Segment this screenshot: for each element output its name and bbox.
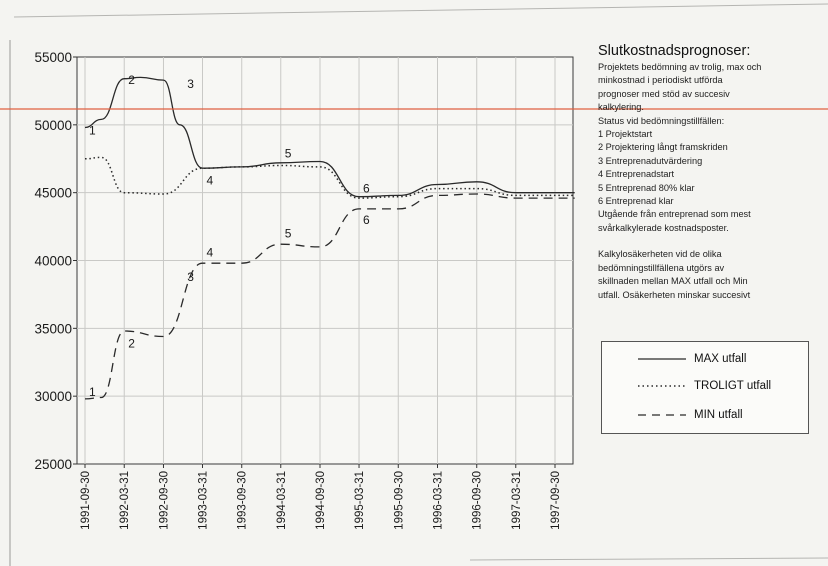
grid-layer [76, 56, 574, 465]
side-text-line: Status vid bedömningstillfällen: [598, 115, 725, 126]
status-annotation: 5 [285, 146, 292, 160]
page-top-edge [13, 3, 828, 18]
side-text-line: svårkalkylerade kostnadsposter. [598, 222, 729, 233]
x-tick-label: 1991-09-30 [80, 471, 92, 530]
side-note-line: bedömningstillfällena utgörs av [598, 262, 725, 273]
side-text-line: Projektets bedömning av trolig, max och [598, 62, 762, 72]
x-tick-label: 1994-03-31 [276, 471, 288, 530]
status-annotation: 6 [363, 213, 370, 227]
y-tick-label: 45000 [34, 186, 72, 201]
status-annotation: 1 [89, 385, 96, 399]
x-tick-label: 1997-09-30 [550, 471, 562, 530]
x-tick-label: 1992-03-31 [119, 471, 131, 530]
series-line-max [84, 76, 575, 198]
side-note-line: utfall. Osäkerheten minskar succesivt [598, 289, 751, 300]
y-tick-label: 25000 [34, 457, 72, 472]
y-tick-label: 30000 [34, 389, 72, 404]
side-title: Slutkostnadsprognoser: [598, 43, 751, 59]
x-tick-label: 1992-09-30 [158, 471, 170, 530]
status-annotation: 4 [207, 245, 214, 259]
status-annotation: 3 [187, 77, 194, 91]
side-note-line: skillnaden mellan MAX utfall och Min [598, 276, 748, 287]
legend-swatch-dotted [638, 385, 686, 387]
axis-layer: 25000 30000 35000 40000 45000 50000 55000 1991-… [34, 50, 562, 530]
status-annotation: 1 [89, 123, 96, 137]
side-text-line: minkostnad i periodiskt utförda [598, 75, 723, 86]
side-text-line: 5 Entreprenad 80% klar [598, 182, 695, 193]
x-tick-label: 1996-09-30 [472, 471, 484, 530]
legend-item-troligt: TROLIGT utfall [602, 377, 808, 397]
y-tick-label: 40000 [34, 254, 72, 269]
status-annotation: 2 [128, 336, 135, 350]
side-text-line: 4 Entreprenadstart [598, 169, 675, 180]
x-tick-label: 1995-09-30 [393, 471, 405, 530]
side-description: Projektets bedömning av trolig, max och m… [598, 61, 812, 235]
x-tick-label: 1995-03-31 [354, 471, 366, 530]
status-annotation: 2 [128, 73, 135, 87]
status-annotation: 6 [363, 182, 370, 196]
side-text-line: kalkylering. [598, 102, 644, 113]
x-tick-label: 1997-03-31 [511, 471, 523, 530]
y-tick-label: 50000 [34, 118, 72, 133]
x-tick-label: 1993-03-31 [198, 471, 210, 530]
legend-label-troligt: TROLIGT utfall [694, 380, 772, 392]
side-text-line: 2 Projektering långt framskriden [598, 142, 728, 153]
status-annotation: 5 [285, 226, 292, 240]
status-annotation: 3 [187, 270, 194, 284]
page-bottom-edge [469, 557, 828, 561]
side-text-panel: Slutkostnadsprognoser: Projektets bedömn… [598, 42, 812, 302]
y-tick-label: 55000 [34, 50, 72, 65]
legend-swatch-solid [638, 358, 686, 360]
x-tick-label: 1993-09-30 [237, 471, 249, 530]
series-layer [84, 76, 575, 400]
x-tick-label: 1996-03-31 [433, 471, 445, 530]
side-uncertainty-note: Kalkylosäkerheten vid de olika bedömnings… [598, 248, 812, 302]
legend: MAX utfall TROLIGT utfall MIN utfall [601, 341, 809, 434]
legend-label-min: MIN utfall [694, 409, 743, 421]
side-text-line: 3 Entreprenadutvärdering [598, 155, 703, 166]
side-note-line: Kalkylosäkerheten vid de olika [598, 249, 722, 260]
side-text-line: prognoser med stöd av succesiv [598, 88, 730, 99]
status-annotation: 4 [207, 173, 214, 187]
side-text-line: 6 Entreprenad klar [598, 196, 674, 207]
series-line-min [84, 193, 575, 400]
x-tick-label: 1994-09-30 [315, 471, 327, 530]
side-text-line: 1 Projektstart [598, 129, 653, 140]
legend-label-max: MAX utfall [694, 353, 747, 365]
side-text-line: Utgående från entreprenad som mest [598, 209, 751, 220]
legend-item-min: MIN utfall [602, 406, 808, 426]
legend-swatch-dashed [638, 414, 686, 416]
y-tick-label: 35000 [34, 321, 72, 336]
legend-item-max: MAX utfall [602, 350, 808, 370]
